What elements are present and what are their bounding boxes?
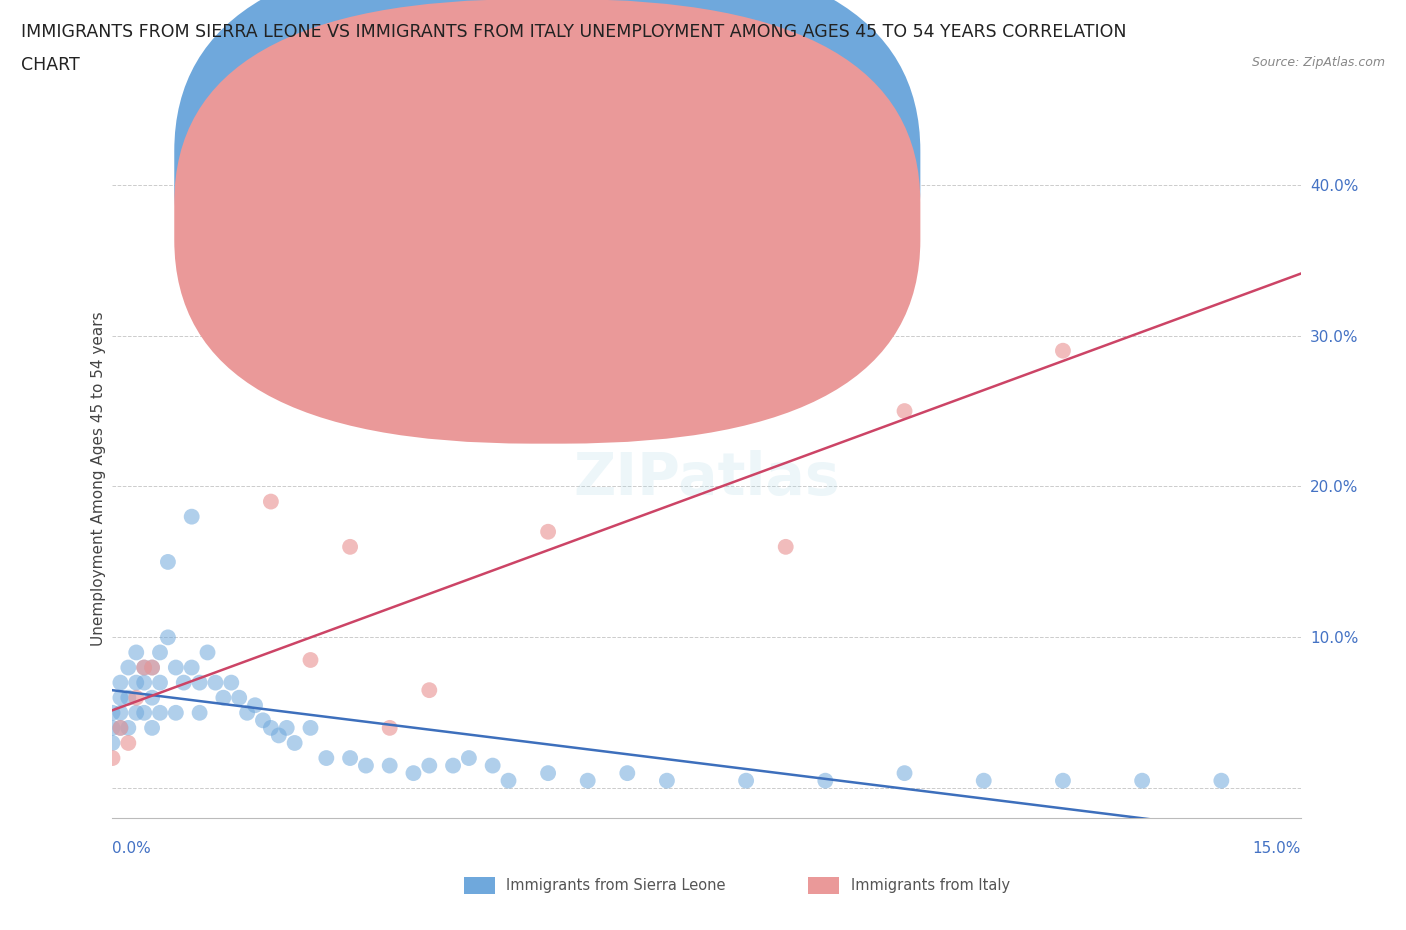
FancyBboxPatch shape bbox=[174, 0, 921, 392]
Point bbox=[441, 758, 464, 773]
Point bbox=[276, 721, 298, 736]
Point bbox=[149, 705, 172, 720]
Point bbox=[1130, 773, 1153, 788]
Point bbox=[498, 773, 520, 788]
Point bbox=[101, 751, 124, 765]
FancyBboxPatch shape bbox=[174, 0, 921, 444]
Point bbox=[299, 721, 322, 736]
Point bbox=[212, 690, 235, 705]
Point bbox=[156, 554, 179, 569]
Point bbox=[165, 660, 187, 675]
Text: 0.0%: 0.0% bbox=[112, 841, 152, 856]
Point bbox=[134, 675, 156, 690]
Point bbox=[141, 660, 163, 675]
Point bbox=[267, 728, 290, 743]
Point bbox=[252, 713, 274, 728]
Point bbox=[418, 683, 440, 698]
Text: ZIPatlas: ZIPatlas bbox=[574, 450, 839, 508]
Point bbox=[156, 630, 179, 644]
Point bbox=[243, 698, 266, 712]
Text: R = -0.086   N = 65: R = -0.086 N = 65 bbox=[576, 161, 783, 179]
Point bbox=[101, 705, 124, 720]
Point bbox=[1052, 773, 1074, 788]
Point bbox=[188, 705, 211, 720]
Point bbox=[117, 721, 139, 736]
Point bbox=[1211, 773, 1233, 788]
Point bbox=[284, 736, 307, 751]
Point bbox=[180, 660, 202, 675]
Point bbox=[117, 736, 139, 751]
Point bbox=[775, 539, 797, 554]
Point bbox=[173, 675, 195, 690]
Text: CHART: CHART bbox=[21, 56, 80, 73]
Point bbox=[1052, 343, 1074, 358]
Point bbox=[315, 751, 337, 765]
Point bbox=[458, 751, 481, 765]
Point bbox=[110, 721, 132, 736]
Point bbox=[655, 396, 678, 411]
Point bbox=[378, 758, 401, 773]
Point bbox=[125, 705, 148, 720]
Point bbox=[576, 773, 599, 788]
Point bbox=[110, 675, 132, 690]
Point bbox=[110, 721, 132, 736]
Point bbox=[110, 690, 132, 705]
Point bbox=[188, 675, 211, 690]
Point bbox=[141, 660, 163, 675]
FancyBboxPatch shape bbox=[508, 138, 894, 254]
Point bbox=[134, 705, 156, 720]
Point bbox=[141, 690, 163, 705]
Point bbox=[655, 773, 678, 788]
Point bbox=[101, 736, 124, 751]
Point bbox=[339, 539, 361, 554]
Point bbox=[149, 645, 172, 660]
Point bbox=[125, 675, 148, 690]
Point bbox=[180, 510, 202, 525]
Point bbox=[197, 645, 219, 660]
Point bbox=[893, 404, 915, 418]
Point bbox=[814, 773, 837, 788]
Point bbox=[110, 705, 132, 720]
Y-axis label: Unemployment Among Ages 45 to 54 years: Unemployment Among Ages 45 to 54 years bbox=[90, 312, 105, 646]
Point bbox=[735, 773, 758, 788]
Point bbox=[537, 525, 560, 539]
Point bbox=[125, 690, 148, 705]
Point bbox=[616, 765, 638, 780]
Point bbox=[134, 660, 156, 675]
Point bbox=[134, 660, 156, 675]
Point bbox=[149, 675, 172, 690]
Point bbox=[141, 721, 163, 736]
Point bbox=[165, 705, 187, 720]
Point bbox=[219, 675, 242, 690]
Point bbox=[117, 690, 139, 705]
Text: Source: ZipAtlas.com: Source: ZipAtlas.com bbox=[1251, 56, 1385, 69]
Point bbox=[236, 705, 259, 720]
Text: IMMIGRANTS FROM SIERRA LEONE VS IMMIGRANTS FROM ITALY UNEMPLOYMENT AMONG AGES 45: IMMIGRANTS FROM SIERRA LEONE VS IMMIGRAN… bbox=[21, 23, 1126, 41]
Point bbox=[378, 721, 401, 736]
Point bbox=[893, 765, 915, 780]
Point bbox=[101, 721, 124, 736]
Text: R =  0.609   N = 16: R = 0.609 N = 16 bbox=[576, 212, 783, 231]
Text: 15.0%: 15.0% bbox=[1253, 841, 1301, 856]
Text: Immigrants from Italy: Immigrants from Italy bbox=[851, 878, 1010, 893]
Point bbox=[228, 690, 250, 705]
Point bbox=[204, 675, 226, 690]
Point bbox=[125, 645, 148, 660]
Point bbox=[260, 721, 283, 736]
Text: Immigrants from Sierra Leone: Immigrants from Sierra Leone bbox=[506, 878, 725, 893]
Point bbox=[973, 773, 995, 788]
Point bbox=[260, 494, 283, 509]
Point bbox=[117, 660, 139, 675]
Point bbox=[402, 765, 425, 780]
Point bbox=[339, 751, 361, 765]
Point bbox=[299, 653, 322, 668]
Point bbox=[537, 765, 560, 780]
Point bbox=[481, 758, 503, 773]
Point bbox=[354, 758, 377, 773]
Point bbox=[418, 758, 440, 773]
